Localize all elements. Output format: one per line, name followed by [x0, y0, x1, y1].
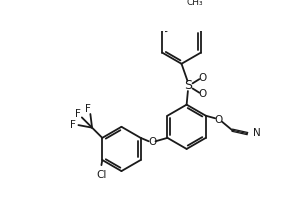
Text: F: F: [85, 104, 91, 114]
Text: O: O: [214, 115, 223, 125]
Text: O: O: [199, 73, 207, 83]
Text: CH₃: CH₃: [187, 0, 203, 7]
Text: Cl: Cl: [96, 170, 106, 180]
Text: F: F: [76, 109, 81, 119]
Text: F: F: [70, 120, 76, 130]
Text: O: O: [199, 89, 207, 99]
Text: N: N: [253, 128, 260, 138]
Text: O: O: [148, 137, 156, 147]
Text: S: S: [184, 80, 192, 92]
